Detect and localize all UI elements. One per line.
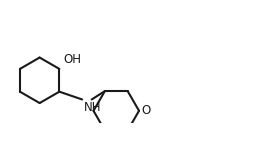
Text: O: O xyxy=(141,104,151,117)
Text: OH: OH xyxy=(63,53,81,66)
Text: NH: NH xyxy=(84,101,101,114)
